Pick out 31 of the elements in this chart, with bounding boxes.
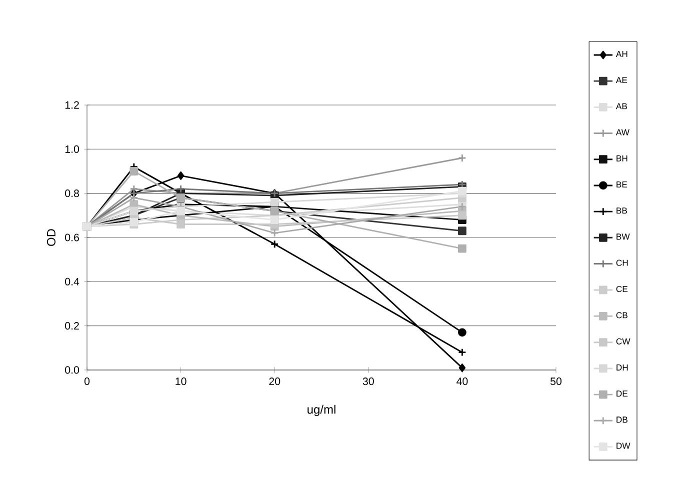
legend-label: DH bbox=[616, 364, 628, 370]
legend-label: CH bbox=[616, 260, 628, 266]
y-tick-label: 0.4 bbox=[65, 278, 80, 286]
legend-label: AH bbox=[616, 51, 628, 57]
legend-label: CW bbox=[616, 338, 630, 344]
x-tick-label: 30 bbox=[362, 378, 374, 386]
x-tick-label: 10 bbox=[176, 378, 186, 386]
y-tick-label: 1.2 bbox=[65, 101, 79, 109]
legend-label: DW bbox=[616, 442, 630, 449]
legend-label: AE bbox=[616, 77, 628, 84]
legend-label: CE bbox=[616, 286, 628, 292]
y-axis-title: OD bbox=[46, 229, 56, 246]
legend-label: BH bbox=[616, 155, 628, 162]
legend-label: AW bbox=[616, 129, 630, 136]
y-tick-label: 0.0 bbox=[65, 366, 80, 374]
y-tick-label: 0.8 bbox=[65, 190, 79, 198]
y-tick-label: 1.0 bbox=[65, 145, 80, 153]
legend-label: DE bbox=[616, 390, 628, 397]
y-tick-label: 0.6 bbox=[65, 234, 79, 242]
legend-label: CB bbox=[616, 312, 628, 318]
legend-label: BE bbox=[616, 181, 628, 188]
legend-label: DB bbox=[616, 416, 628, 423]
x-tick-label: 0 bbox=[84, 378, 90, 386]
x-tick-label: 50 bbox=[550, 378, 562, 386]
y-tick-label: 0.2 bbox=[65, 322, 79, 330]
legend-label: AB bbox=[616, 103, 627, 110]
x-tick-label: 40 bbox=[456, 378, 468, 386]
legend-label: BB bbox=[616, 208, 627, 214]
x-axis-title: ug/ml bbox=[308, 404, 336, 416]
x-tick-label: 20 bbox=[269, 378, 280, 386]
legend-label: BW bbox=[616, 234, 630, 240]
